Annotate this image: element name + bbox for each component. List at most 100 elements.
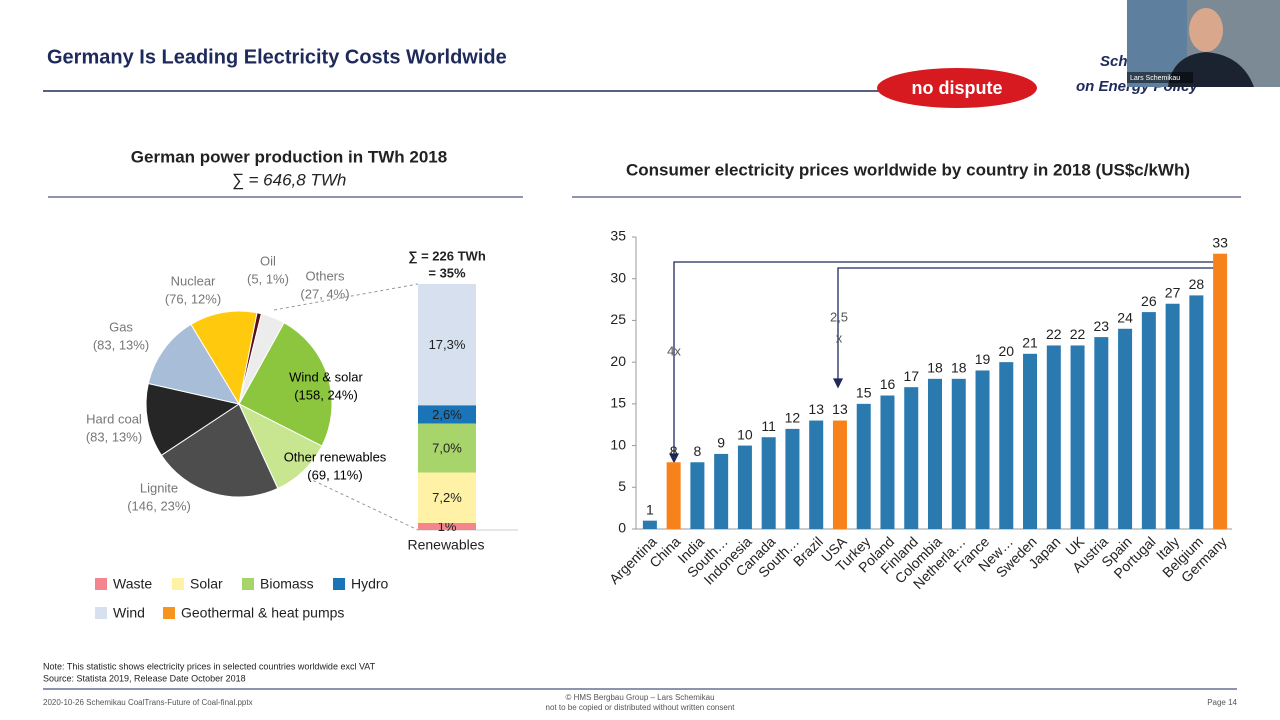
legend-label: Hydro xyxy=(351,576,389,592)
stack-title: ∑ = 226 TWh xyxy=(408,248,486,263)
bar xyxy=(666,462,681,529)
value-label: 12 xyxy=(785,410,801,426)
y-tick-label: 30 xyxy=(610,269,626,285)
video-label-bg xyxy=(1127,72,1193,83)
value-label: 15 xyxy=(856,385,872,401)
legend-swatch xyxy=(95,578,107,590)
slice-label: Others xyxy=(305,268,345,283)
comparison-brackets xyxy=(668,261,1218,464)
legend-swatch xyxy=(95,607,107,619)
value-label: 13 xyxy=(808,401,824,417)
slice-label: Wind & solar xyxy=(289,369,363,384)
annotation: x xyxy=(836,330,843,345)
value-label: 21 xyxy=(1022,335,1038,351)
connector xyxy=(307,477,419,531)
bar xyxy=(999,362,1014,529)
value-label: 22 xyxy=(1046,326,1062,342)
value-label: 13 xyxy=(832,401,848,417)
legend-swatch xyxy=(242,578,254,590)
slice-value-label: (76, 12%) xyxy=(165,291,221,306)
annotation: 2,5 xyxy=(830,309,848,324)
value-label: 1 xyxy=(646,501,654,517)
bar xyxy=(1046,345,1061,529)
pie-title: German power production in TWh 2018 xyxy=(131,147,447,166)
bar xyxy=(1023,353,1038,529)
arrowhead xyxy=(668,378,844,464)
video-overlay: Lars Schemikau xyxy=(1127,0,1280,87)
value-label: 17 xyxy=(903,368,919,384)
value-label: 9 xyxy=(717,435,725,451)
header-right: Sch xyxy=(1100,53,1128,70)
footer-file: 2020-10-26 Schemikau CoalTrans-Future of… xyxy=(43,698,253,707)
segment-label: 2,6% xyxy=(432,407,462,422)
bar xyxy=(1189,295,1204,529)
bar xyxy=(785,428,800,529)
bracket xyxy=(837,267,1218,379)
y-tick-label: 25 xyxy=(610,311,626,327)
badge-text: no dispute xyxy=(912,78,1003,98)
pie-slice xyxy=(160,403,279,498)
bar xyxy=(856,403,871,529)
y-tick-label: 35 xyxy=(610,228,626,244)
bar xyxy=(832,420,847,529)
bar xyxy=(1213,253,1228,529)
slice-value-label: (83, 13%) xyxy=(86,429,142,444)
bar xyxy=(975,370,990,529)
bar xyxy=(690,462,705,529)
value-label: 8 xyxy=(694,443,702,459)
value-label: 26 xyxy=(1141,293,1157,309)
video-label: Lars Schemikau xyxy=(1130,75,1180,82)
slice-value-label: (27, 4%) xyxy=(300,286,349,301)
bar xyxy=(951,378,966,529)
value-label: 20 xyxy=(998,343,1014,359)
bar xyxy=(928,378,942,529)
stack-segment xyxy=(418,472,476,523)
segment-label: 7,2% xyxy=(432,490,462,505)
value-label: 19 xyxy=(975,351,991,367)
slice-value-label: (83, 13%) xyxy=(93,337,149,352)
value-label: 8 xyxy=(670,443,678,459)
legend-swatch xyxy=(163,607,175,619)
bar xyxy=(642,520,657,529)
pie-slice xyxy=(147,323,241,405)
footnote: Note: This statistic shows electricity p… xyxy=(43,661,376,671)
segment-label: 7,0% xyxy=(432,440,462,455)
y-tick-label: 5 xyxy=(618,478,626,494)
legend-label: Solar xyxy=(190,576,223,592)
value-label: 33 xyxy=(1212,234,1228,250)
slice-value-label: (146, 23%) xyxy=(127,498,191,513)
slice-label: Other renewables xyxy=(284,449,387,464)
bar xyxy=(1070,345,1085,529)
slide-title: Germany Is Leading Electricity Costs Wor… xyxy=(47,46,507,68)
slice-value-label: (5, 1%) xyxy=(247,271,289,286)
slice-label: Nuclear xyxy=(171,273,216,288)
footer-copyright: © HMS Bergbau Group – Lars Schemikau xyxy=(565,693,714,702)
stack-title: = 35% xyxy=(428,265,466,280)
person-head xyxy=(1189,8,1223,52)
slice-value-label: (69, 11%) xyxy=(307,467,362,482)
bar xyxy=(737,445,752,529)
stack-segment xyxy=(418,522,476,530)
bar xyxy=(1165,303,1180,529)
bar-title: Consumer electricity prices worldwide by… xyxy=(626,160,1190,179)
value-label: 23 xyxy=(1094,318,1110,334)
legend-label: Wind xyxy=(113,605,145,621)
y-tick-label: 10 xyxy=(610,436,626,452)
bar xyxy=(761,437,776,529)
bar xyxy=(1141,312,1156,529)
stack-segment xyxy=(418,284,476,406)
y-tick-label: 0 xyxy=(618,520,626,536)
slice-label: Oil xyxy=(260,253,276,268)
connector xyxy=(273,283,419,311)
segment-label: 17,3% xyxy=(429,337,466,352)
legend-label: Geothermal & heat pumps xyxy=(181,605,344,621)
stack-segment xyxy=(418,423,476,473)
pie-slice xyxy=(145,382,241,456)
bar xyxy=(1094,337,1109,529)
pie-slice xyxy=(190,310,258,406)
footer-page: Page 14 xyxy=(1207,698,1237,707)
value-label: 24 xyxy=(1117,309,1133,325)
slice-label: Lignite xyxy=(140,480,178,495)
x-tick-label: Renewables xyxy=(407,537,484,553)
